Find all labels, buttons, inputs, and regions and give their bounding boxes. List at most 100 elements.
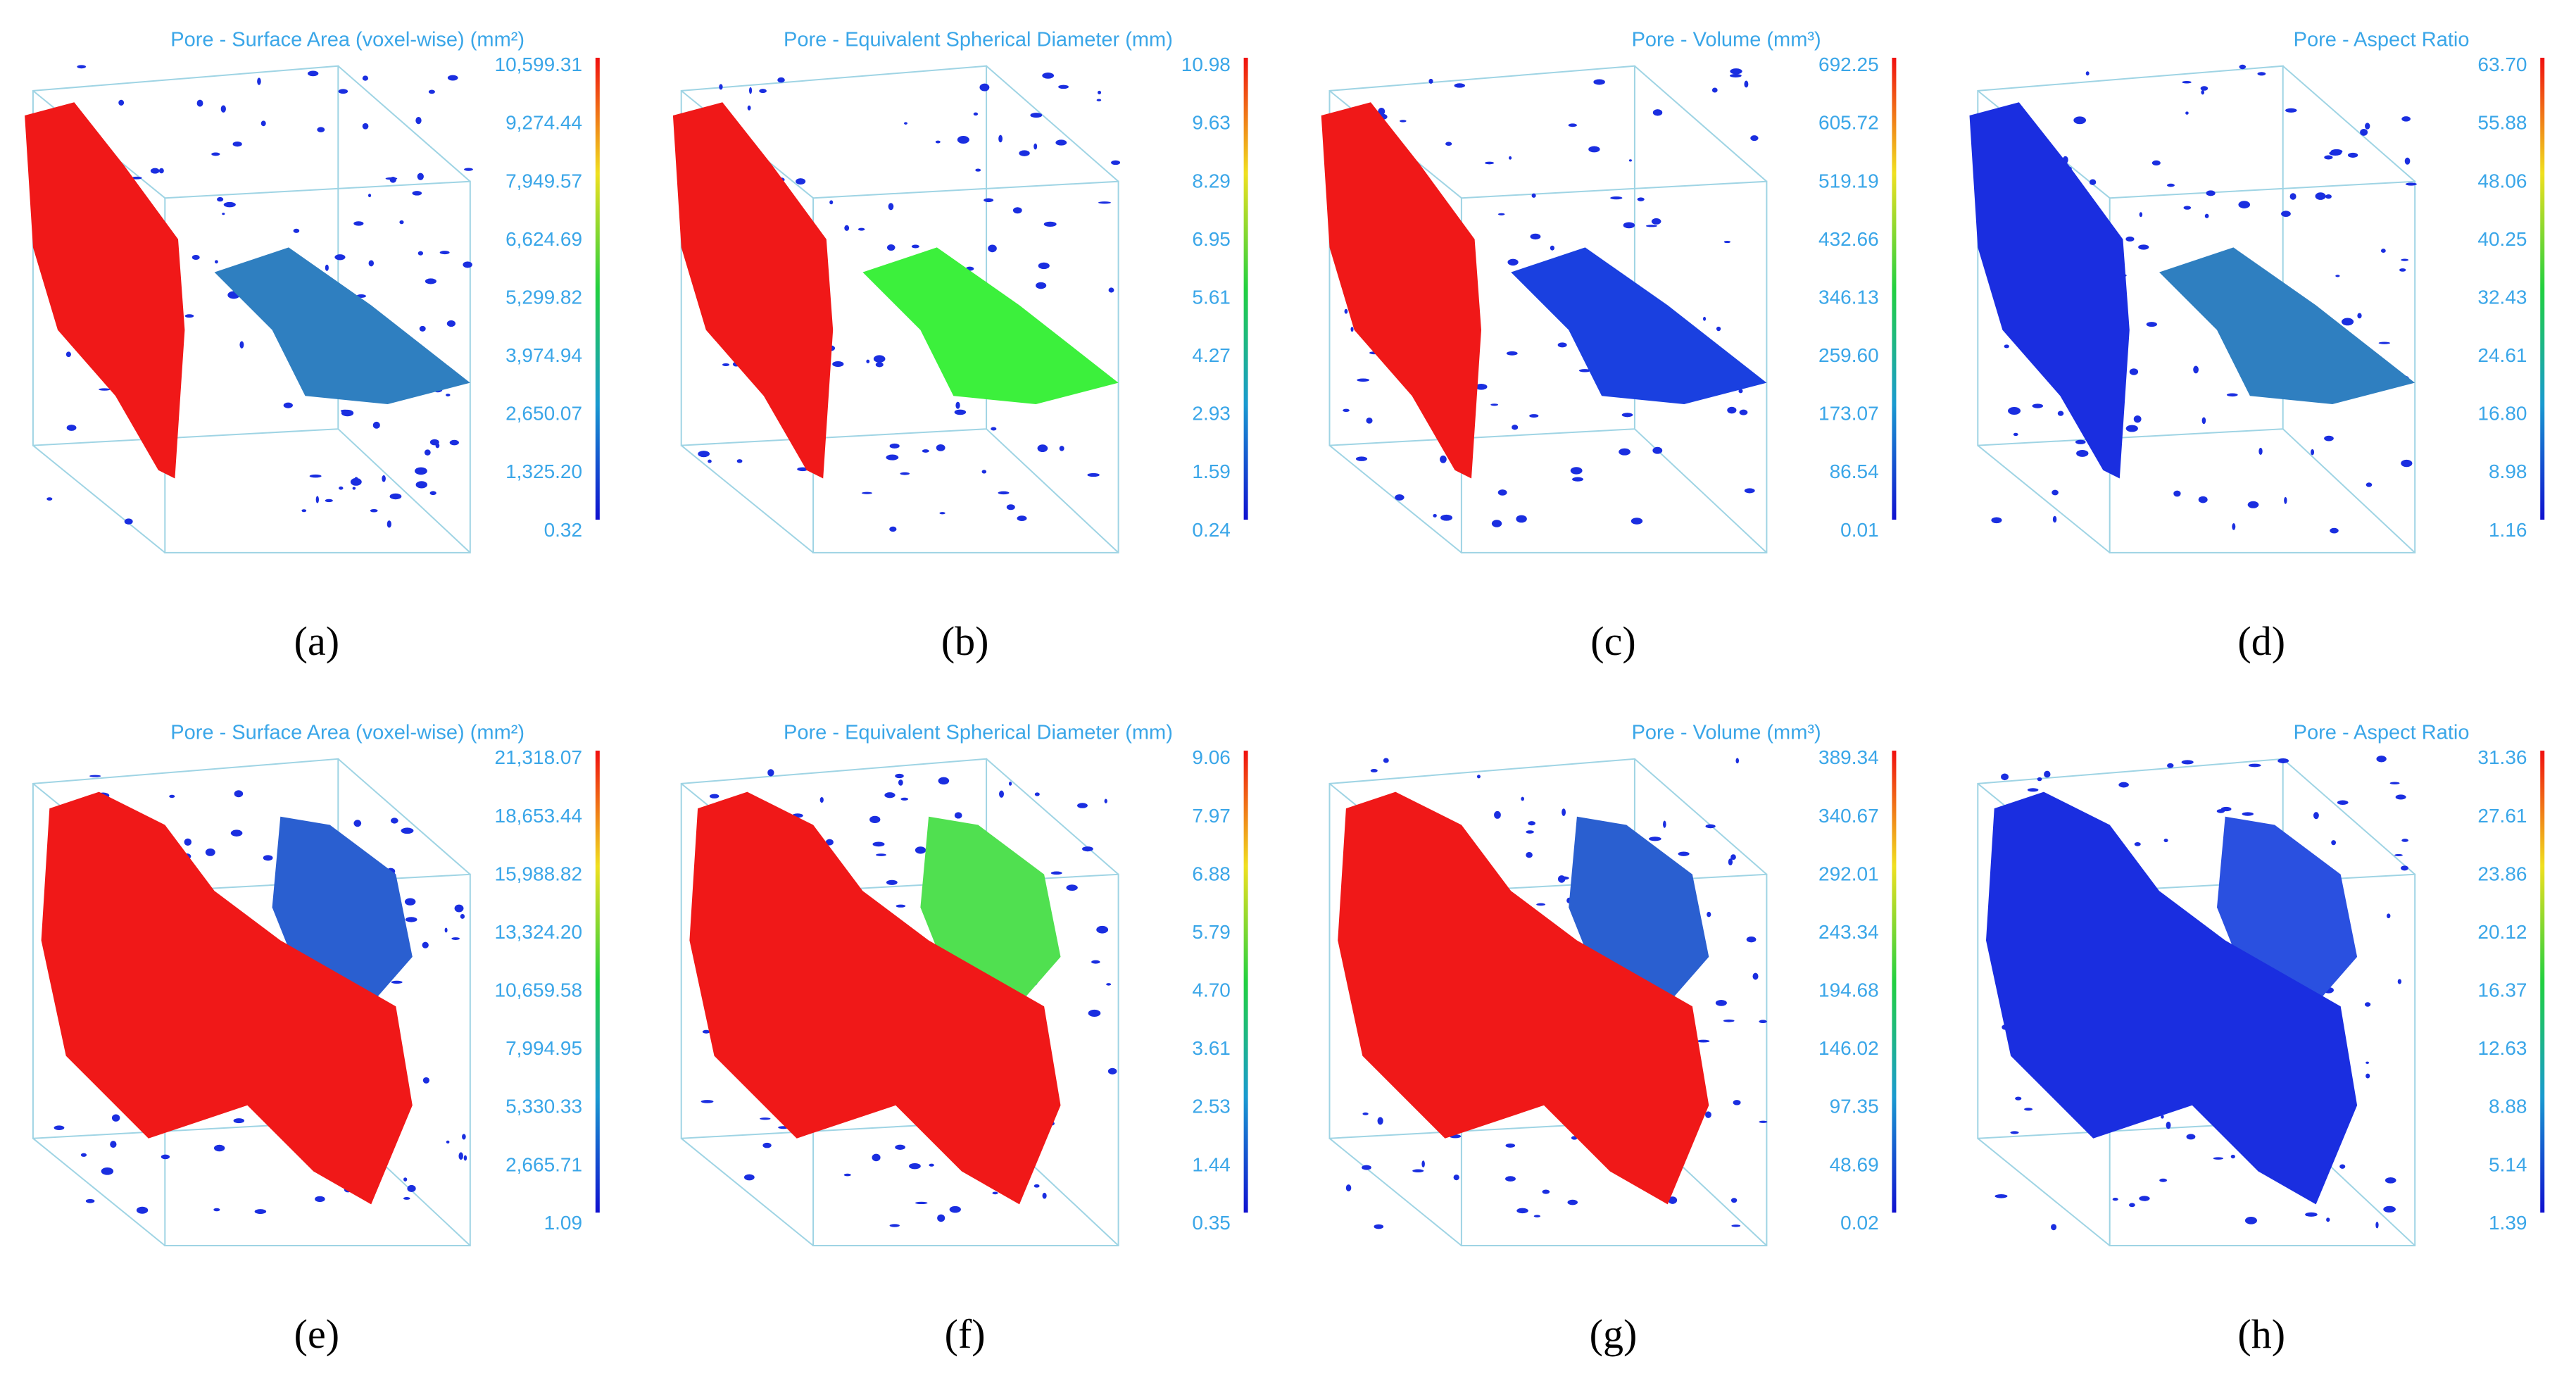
pore [2394, 853, 2403, 856]
pore [992, 1191, 998, 1195]
pore [368, 260, 375, 267]
pore [220, 105, 226, 113]
cube-edge [1328, 1137, 1462, 1246]
pore [955, 401, 960, 409]
pore [2129, 368, 2139, 375]
pore [1649, 837, 1661, 841]
panel: Pore - Equivalent Spherical Diameter (mm… [680, 722, 1248, 1357]
pore [446, 394, 451, 397]
pore [2401, 116, 2411, 122]
pore [2129, 1203, 2135, 1208]
pore [1744, 488, 1755, 494]
panel-label: (e) [294, 1311, 339, 1357]
pore [2032, 403, 2044, 408]
pore [2244, 1217, 2257, 1224]
pore [1711, 87, 1718, 93]
pore [451, 937, 460, 940]
pore [1505, 1143, 1516, 1148]
pore [2341, 318, 2354, 326]
pore [2284, 496, 2287, 504]
colorbar-tick-label: 32.43 [2477, 286, 2527, 308]
pore [1399, 120, 1407, 123]
pore [2401, 839, 2408, 842]
colorbar-tick-label: 16.80 [2477, 403, 2527, 425]
pore [2313, 812, 2319, 820]
pore [407, 1184, 416, 1193]
pore [2139, 1196, 2150, 1201]
colorbar-tick-label: 5,299.82 [505, 286, 582, 308]
pore [2364, 1002, 2371, 1007]
pore [2163, 839, 2168, 843]
pore [2401, 258, 2409, 261]
pore [1728, 858, 1733, 866]
pore [844, 225, 850, 231]
pore [2335, 275, 2340, 277]
pore [2330, 527, 2339, 534]
colorbar-tick-label: 2,650.07 [505, 403, 582, 425]
pore [1716, 326, 1721, 332]
pore [1491, 520, 1502, 527]
panel: Pore - Equivalent Spherical Diameter (mm… [672, 29, 1248, 664]
pore [1106, 983, 1112, 986]
pore [307, 70, 319, 77]
pore-cluster [214, 247, 470, 404]
pore [2075, 439, 2086, 444]
pore [1637, 197, 1645, 201]
pore [2389, 782, 2400, 785]
pore [387, 520, 391, 528]
pore [463, 1155, 467, 1161]
colorbar-tick-label: 7,949.57 [505, 170, 582, 192]
pore [1750, 135, 1759, 142]
pore [1453, 1175, 1459, 1181]
pore [2125, 236, 2135, 242]
pore [2401, 459, 2413, 468]
colorbar-tick-label: 13,324.20 [495, 921, 583, 943]
pore [1505, 1176, 1516, 1182]
pore [234, 790, 244, 798]
pore [749, 87, 753, 94]
colorbar-tick-label: 97.35 [1830, 1096, 1879, 1117]
pore [309, 474, 322, 478]
pore [2365, 123, 2370, 130]
pore [876, 853, 886, 856]
pore [722, 363, 730, 367]
pore [339, 486, 344, 490]
colorbar-tick-label: 692.25 [1818, 54, 1879, 75]
cube-edge [2282, 428, 2415, 553]
pore [2337, 800, 2349, 805]
pore [866, 359, 870, 363]
colorbar-tick-label: 519.19 [1818, 170, 1879, 192]
pore [1096, 99, 1102, 101]
pore [222, 213, 225, 215]
pore [896, 904, 906, 908]
pore [954, 812, 962, 819]
pore [2166, 183, 2175, 187]
pore [1730, 854, 1736, 860]
colorbar-tick-label: 243.34 [1818, 921, 1879, 943]
pore [886, 454, 899, 461]
pore [1593, 79, 1605, 85]
pore [2258, 447, 2263, 455]
colorbar-tick-label: 0.02 [1840, 1212, 1879, 1234]
pore [909, 1163, 921, 1170]
pore [760, 1117, 771, 1120]
pore [1507, 258, 1519, 266]
pore [2289, 193, 2297, 200]
pore [1019, 150, 1030, 156]
pore [214, 1144, 225, 1152]
pore [1707, 911, 1711, 917]
pore [1445, 142, 1452, 146]
pore [1362, 1112, 1369, 1115]
pore [110, 1141, 117, 1148]
colorbar-tick-label: 9,274.44 [505, 112, 582, 134]
pore [1098, 90, 1102, 94]
pore [2161, 1115, 2164, 1119]
pore [2257, 72, 2266, 76]
pore [998, 134, 1003, 143]
cube-edge [681, 1137, 814, 1246]
pore [2387, 913, 2391, 919]
pore [2134, 842, 2141, 846]
panel: Pore - Volume (mm³)389.34 340.67 292.01 243… [1328, 722, 1897, 1357]
pore [1087, 472, 1100, 477]
pore [2238, 201, 2251, 208]
